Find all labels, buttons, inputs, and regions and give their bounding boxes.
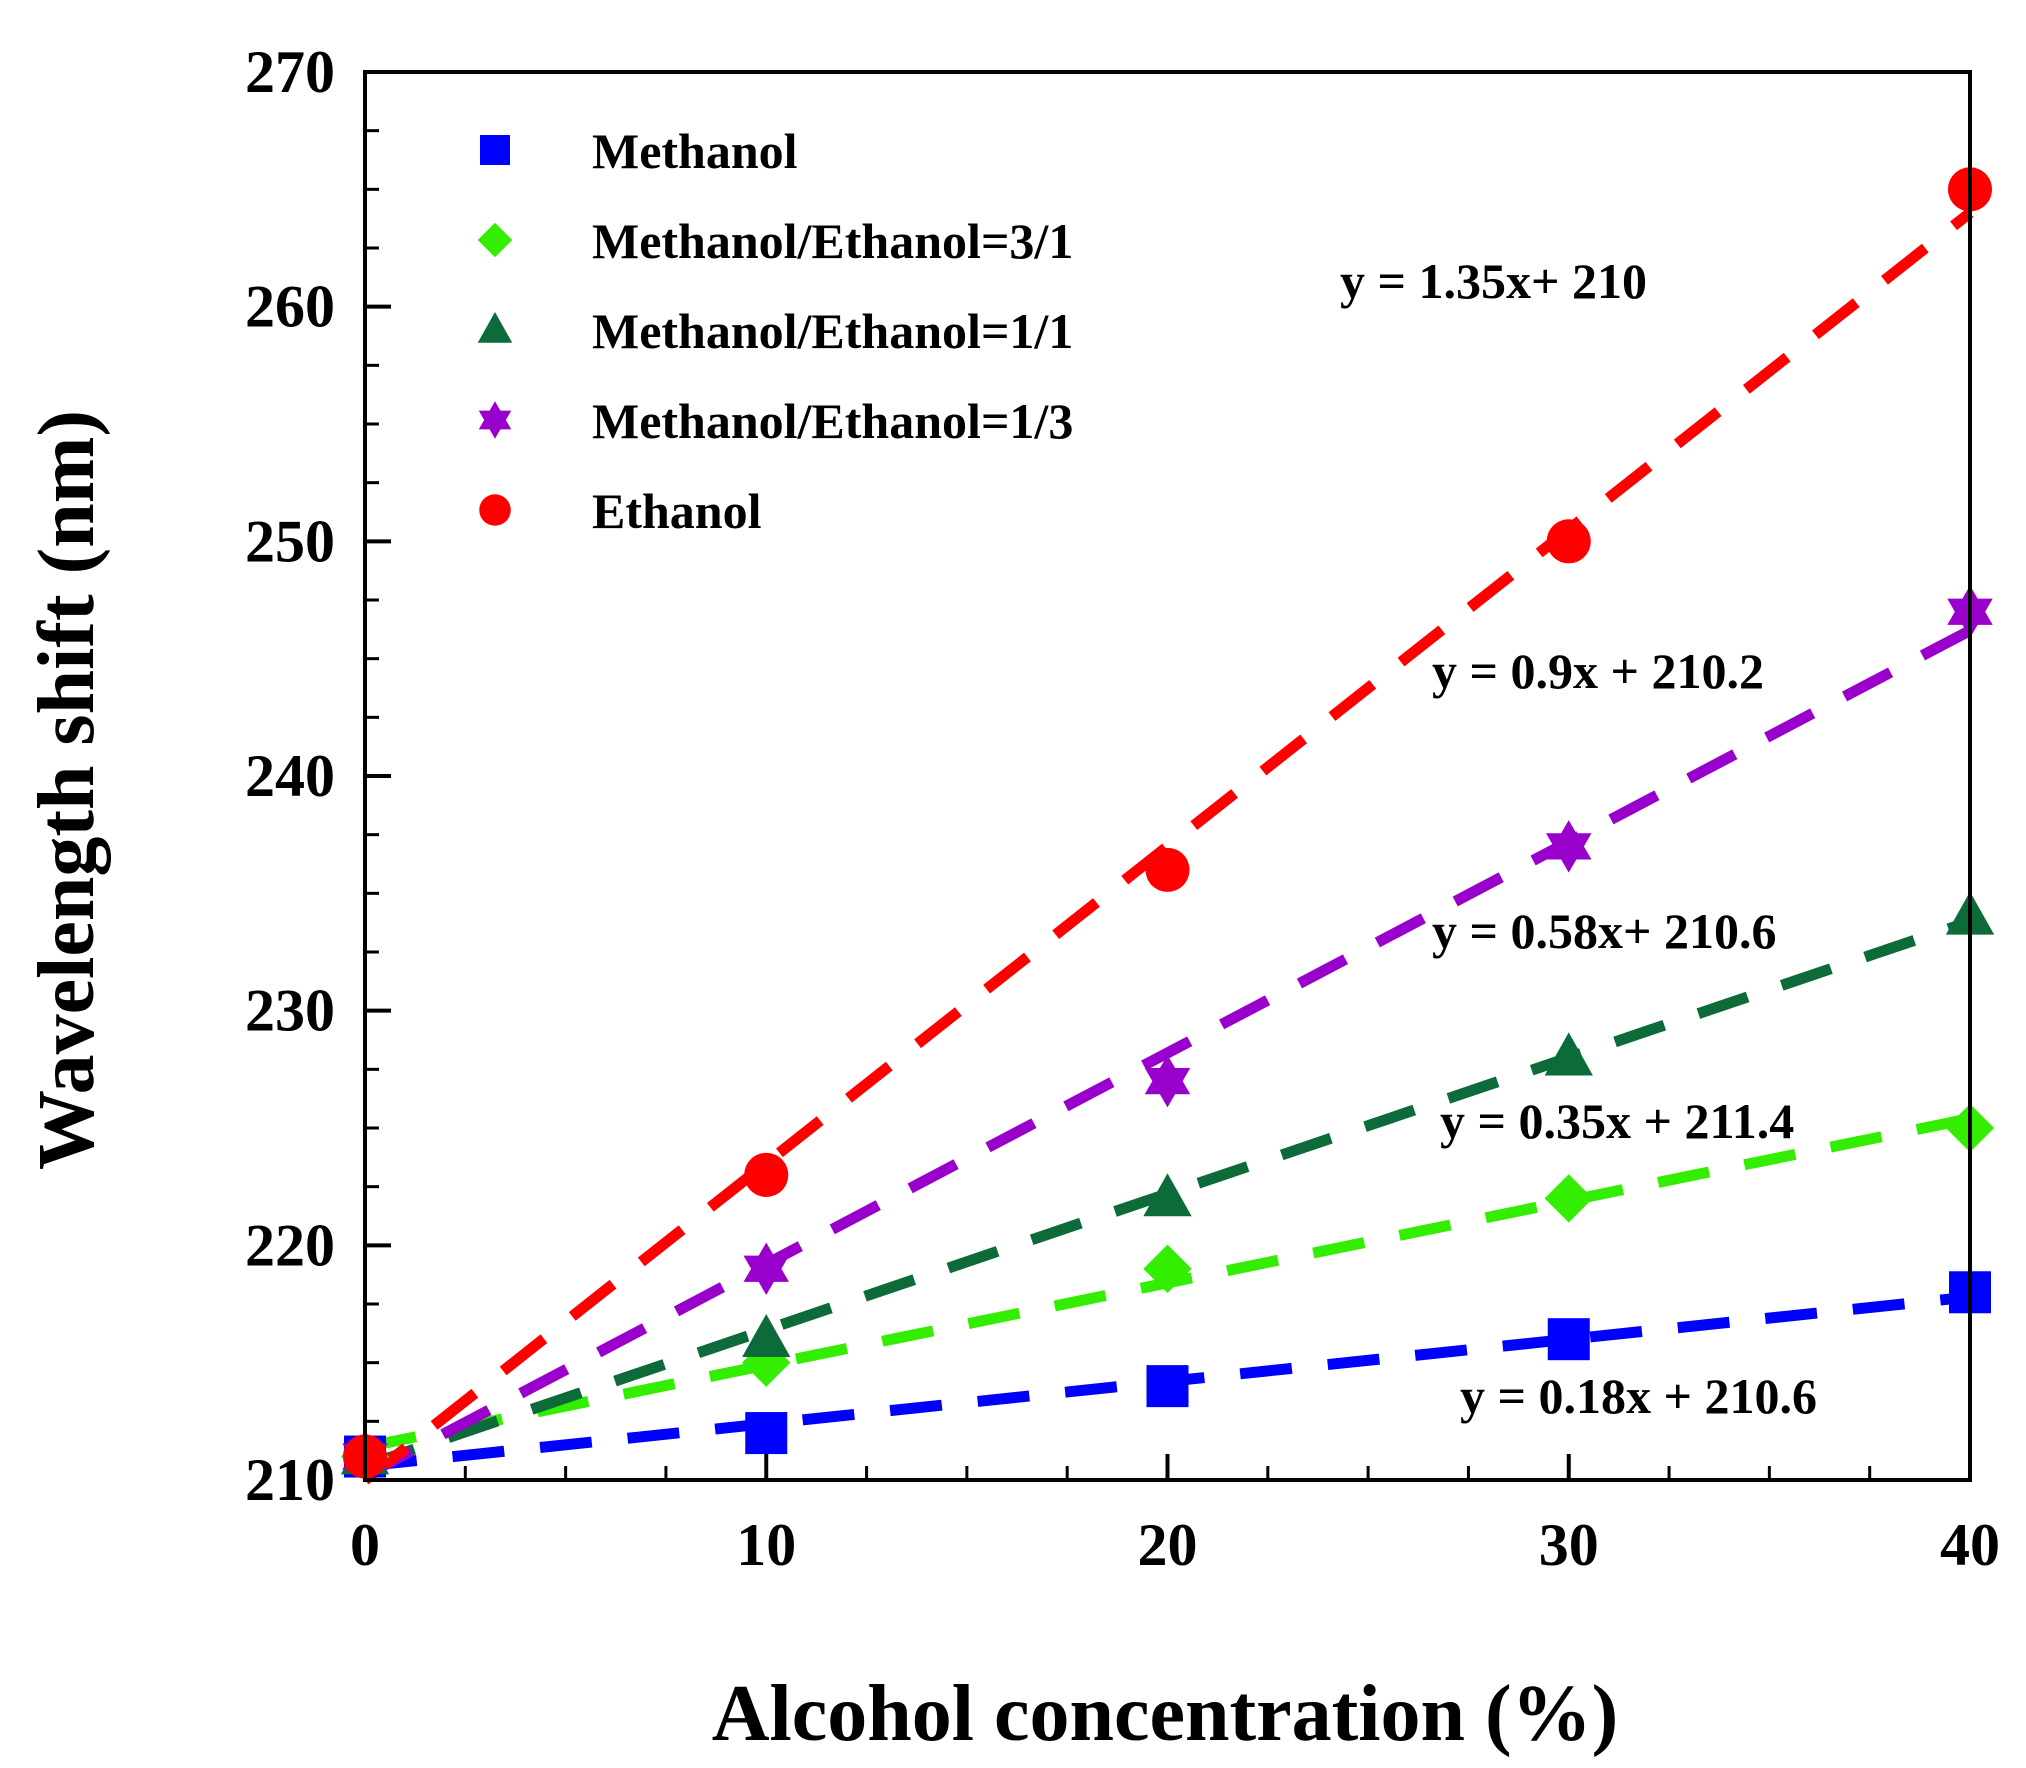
fit-equations: y = 0.18x + 210.6 y = 0.35x + 211.4 y = 0.… — [1340, 253, 1817, 1424]
data-point-s4-4 — [1546, 820, 1592, 873]
y-tick-label: 240 — [245, 743, 335, 809]
legend-label: Methanol/Ethanol=3/1 — [592, 213, 1073, 269]
legend-marker — [480, 135, 510, 165]
legend-label: Methanol/Ethanol=1/1 — [592, 303, 1073, 359]
data-point-s3-2 — [742, 1314, 791, 1358]
legend-label: Ethanol — [592, 483, 762, 539]
legend-marker — [477, 312, 513, 343]
data-point-s1-3 — [1146, 1365, 1189, 1408]
data-point-s5-2 — [744, 1152, 789, 1197]
fit-equation-3: y = 0.58x+ 210.6 — [1432, 903, 1776, 959]
legend-label: Methanol/Ethanol=1/3 — [592, 393, 1073, 449]
y-tick-label: 230 — [245, 978, 335, 1044]
data-point-s1-4 — [1547, 1318, 1590, 1361]
legend-item-3: Methanol/Ethanol=1/1 — [477, 303, 1073, 359]
legend-marker — [477, 222, 513, 258]
fit-line-4 — [362, 625, 1973, 1481]
data-markers — [340, 167, 1995, 1483]
fit-line-5 — [361, 208, 1974, 1485]
legend-item-1: Methanol — [480, 123, 798, 179]
legend-item-5: Ethanol — [479, 483, 762, 539]
legend-marker — [479, 494, 511, 526]
x-tick-label: 10 — [736, 1512, 796, 1578]
y-tick-label: 260 — [245, 274, 335, 340]
fit-equation-5: y = 1.35x+ 210 — [1340, 253, 1647, 309]
data-point-s5-3 — [1145, 847, 1190, 892]
legend-item-4: Methanol/Ethanol=1/3 — [478, 393, 1073, 449]
y-tick-label: 270 — [245, 39, 335, 105]
x-tick-label: 30 — [1539, 1512, 1599, 1578]
x-tick-label: 20 — [1138, 1512, 1198, 1578]
y-tick-label: 210 — [245, 1447, 335, 1513]
data-point-s4-2 — [743, 1242, 789, 1296]
x-tick-label: 40 — [1940, 1512, 2000, 1578]
x-tick-label: 0 — [350, 1512, 380, 1578]
fit-equation-2: y = 0.35x + 211.4 — [1440, 1093, 1794, 1149]
data-point-s2-3 — [1143, 1244, 1192, 1293]
y-tick-label: 220 — [245, 1212, 335, 1278]
fit-line-3 — [363, 916, 1972, 1472]
data-point-s3-4 — [1544, 1032, 1593, 1076]
legend-item-2: Methanol/Ethanol=3/1 — [477, 213, 1073, 269]
legend-marker — [478, 401, 512, 439]
data-point-s5-4 — [1546, 519, 1591, 564]
x-axis-title: Alcohol concentration (%) — [712, 1670, 1619, 1758]
legend-label: Methanol — [592, 123, 798, 179]
axes: 0 10 20 30 40 210 220 230 240 250 260 270 — [245, 39, 2000, 1578]
data-point-s2-4 — [1544, 1174, 1593, 1223]
fit-equation-1: y = 0.18x + 210.6 — [1460, 1368, 1817, 1424]
data-point-s1-2 — [745, 1412, 788, 1455]
fit-equation-4: y = 0.9x + 210.2 — [1432, 643, 1764, 699]
legend: Methanol Methanol/Ethanol=3/1 Methanol/Eth… — [477, 123, 1073, 539]
data-point-s3-3 — [1143, 1173, 1192, 1217]
y-tick-label: 250 — [245, 508, 335, 574]
y-axis-title: Wavelength shift (nm) — [23, 410, 111, 1170]
data-point-s4-3 — [1144, 1054, 1191, 1108]
